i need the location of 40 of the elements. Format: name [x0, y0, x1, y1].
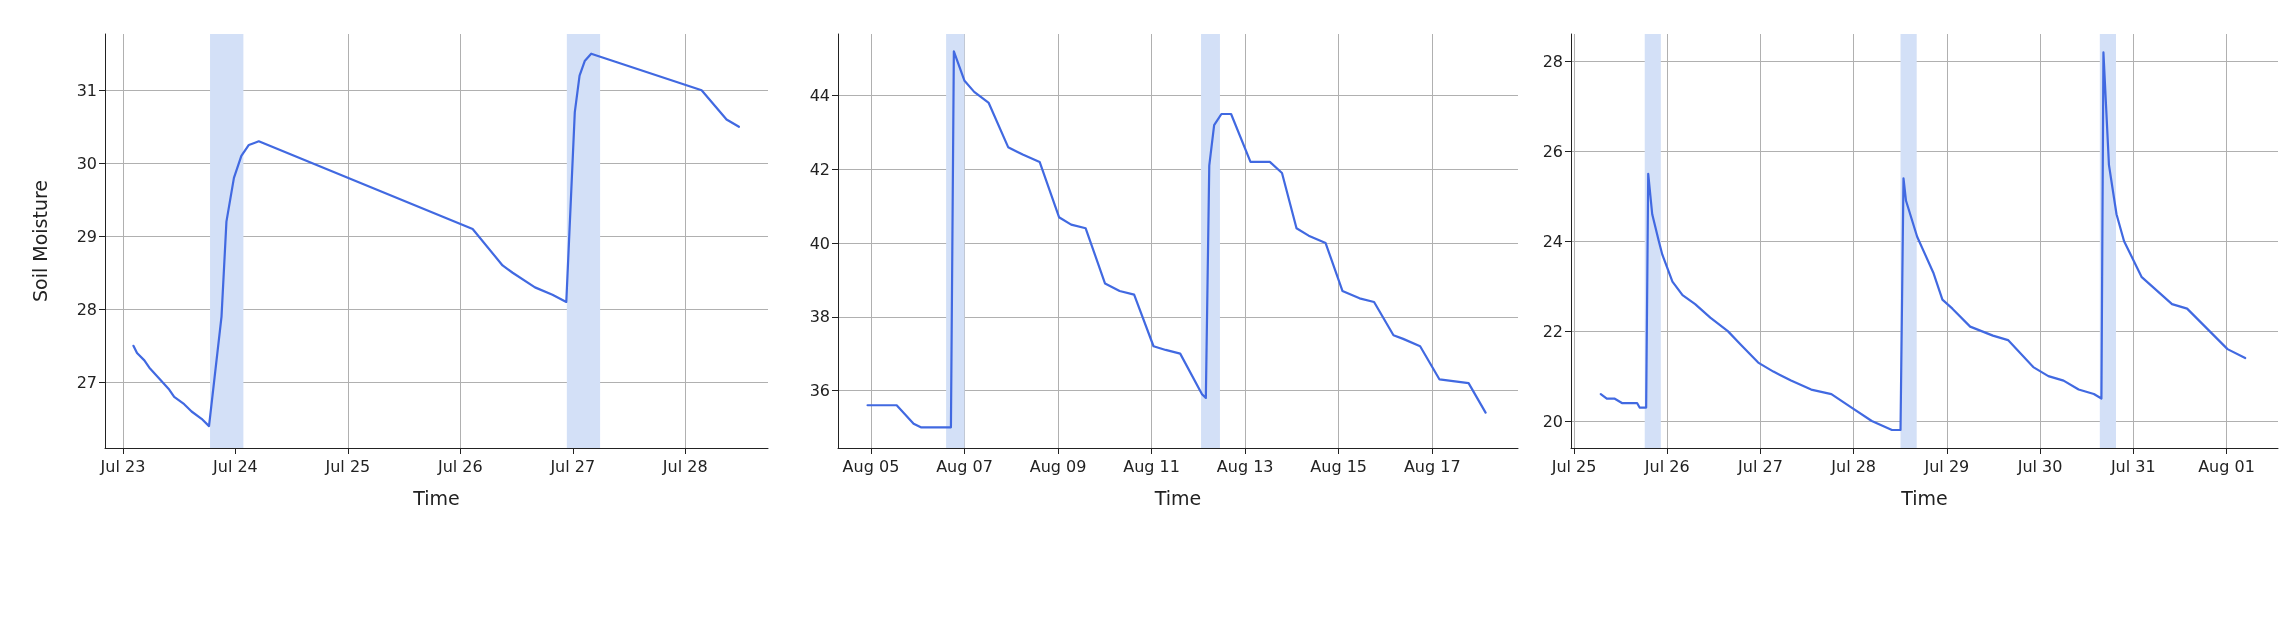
x-tick-label: Aug 15 — [1310, 456, 1368, 476]
y-tick-label: 40 — [809, 233, 830, 253]
x-tick-label: Jul 30 — [2016, 456, 2063, 476]
x-tick-label: Jul 26 — [436, 456, 483, 476]
x-axis-title: Time — [1900, 486, 1948, 509]
x-tick-label: Aug 01 — [2198, 456, 2255, 476]
x-tick-label: Jul 26 — [1643, 456, 1690, 476]
y-tick-label: 42 — [809, 159, 830, 179]
x-tick-label: Jul 25 — [1550, 456, 1597, 476]
x-tick-label: Jul 28 — [661, 456, 708, 476]
x-tick-label: Jul 23 — [99, 456, 146, 476]
y-tick-label: 20 — [1542, 411, 1563, 431]
y-tick-label: 36 — [809, 380, 830, 400]
x-tick-label: Aug 07 — [936, 456, 993, 476]
x-tick-label: Jul 29 — [1923, 456, 1970, 476]
y-tick-label: 44 — [809, 86, 830, 106]
x-tick-label: Aug 11 — [1123, 456, 1180, 476]
x-tick-label: Jul 24 — [212, 456, 258, 476]
y-tick-label: 24 — [1542, 231, 1563, 251]
x-tick-label: Jul 31 — [2109, 456, 2156, 476]
y-tick-label: 26 — [1542, 141, 1563, 161]
x-tick-label: Aug 05 — [842, 456, 900, 476]
x-tick-label: Jul 27 — [1737, 456, 1783, 476]
x-tick-label: Jul 25 — [324, 456, 371, 476]
y-tick-label: 28 — [76, 299, 97, 319]
y-tick-label: 22 — [1542, 321, 1563, 341]
x-tick-label: Jul 28 — [1830, 456, 1877, 476]
y-tick-label: 29 — [76, 226, 97, 246]
y-tick-label: 30 — [76, 153, 97, 173]
x-tick-label: Aug 09 — [1029, 456, 1087, 476]
x-axis-title: Time — [412, 486, 460, 509]
x-axis-title: Time — [1153, 486, 1202, 509]
y-tick-label: 28 — [1542, 51, 1563, 71]
y-axis-title: Soil Moisture — [28, 179, 51, 303]
x-tick-label: Aug 13 — [1216, 456, 1274, 476]
y-tick-label: 38 — [809, 307, 830, 327]
x-tick-label: Jul 27 — [549, 456, 596, 476]
y-tick-label: 27 — [76, 372, 97, 392]
y-tick-label: 31 — [76, 80, 97, 100]
x-tick-label: Aug 17 — [1403, 456, 1461, 476]
